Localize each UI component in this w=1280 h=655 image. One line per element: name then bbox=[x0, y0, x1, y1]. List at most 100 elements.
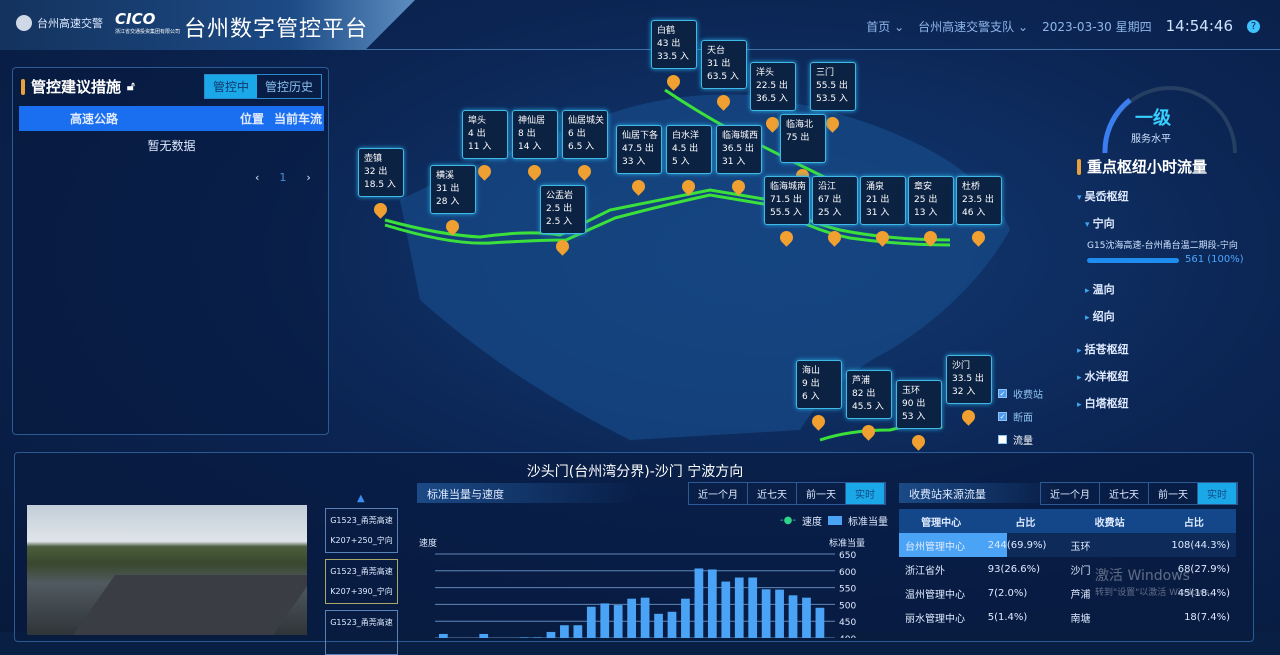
camera-video[interactable] bbox=[27, 505, 307, 635]
station-tag[interactable]: 神仙居 8 出 14 入 bbox=[512, 110, 558, 159]
range-realtime[interactable]: 实时 bbox=[1198, 483, 1237, 504]
nav-unit[interactable]: 台州高速交警支队 ⌄ bbox=[918, 19, 1029, 34]
station-tag[interactable]: 天台 31 出 63.5 入 bbox=[701, 40, 747, 89]
station-name: 沙门 bbox=[1070, 565, 1091, 577]
tab-active[interactable]: 管控中 bbox=[204, 75, 257, 98]
station-tag[interactable]: 临海城南 71.5 出 55.5 入 bbox=[764, 176, 810, 225]
station-tag[interactable]: 杜桥 23.5 出 46 入 bbox=[956, 176, 1002, 225]
table-header: 管理中心 占比 收费站 占比 bbox=[899, 509, 1236, 533]
service-level: 一级 bbox=[1135, 108, 1171, 129]
range-day[interactable]: 前一天 bbox=[797, 483, 846, 504]
volume-bar bbox=[734, 577, 744, 638]
station-tag[interactable]: 玉环 90 出 53 入 bbox=[896, 380, 942, 429]
station-tag[interactable]: 壶镇 32 出 18.5 入 bbox=[358, 148, 404, 197]
layer-flow[interactable]: 流量 bbox=[998, 432, 1043, 447]
station-out: 36.5 出 bbox=[722, 144, 754, 154]
table-row[interactable]: 浙江省外 93(26.6%) 沙门 68(27.9%) bbox=[899, 557, 1236, 581]
station-tag[interactable]: 三门 55.5 出 53.5 入 bbox=[810, 62, 856, 111]
station-tag[interactable]: 临海北 75 出 bbox=[780, 114, 826, 163]
y-left-label: 速度 bbox=[419, 539, 438, 549]
volume-bar bbox=[613, 605, 623, 638]
station-tag[interactable]: 横溪 31 出 28 入 bbox=[430, 165, 476, 214]
station-out: 47.5 出 bbox=[622, 144, 654, 154]
volume-bar bbox=[775, 589, 784, 638]
station-name: 玉环 bbox=[902, 386, 921, 396]
prev-page[interactable]: ‹ bbox=[255, 171, 260, 184]
station-tag[interactable]: 白水洋 4.5 出 5 入 bbox=[666, 125, 712, 174]
station-tag[interactable]: 沿江 67 出 25 入 bbox=[812, 176, 858, 225]
range-month[interactable]: 近一个月 bbox=[689, 483, 748, 504]
volume-bar bbox=[519, 637, 529, 638]
range-month[interactable]: 近一个月 bbox=[1041, 483, 1100, 504]
range-week[interactable]: 近七天 bbox=[748, 483, 797, 504]
volume-bar bbox=[533, 637, 542, 638]
station-name: 沿江 bbox=[818, 182, 837, 192]
station-in: 36.5 入 bbox=[756, 94, 788, 104]
table-row[interactable]: 温州管理中心 7(2.0%) 芦浦 45(18.4%) bbox=[899, 581, 1236, 605]
tree-hub-wuao[interactable]: 吴岙枢纽 bbox=[1077, 188, 1129, 204]
station-name: 南塘 bbox=[1070, 613, 1091, 625]
station-tag[interactable]: 洋头 22.5 出 36.5 入 bbox=[750, 62, 796, 111]
station-in: 31 入 bbox=[866, 208, 890, 218]
station-in: 11 入 bbox=[468, 142, 492, 152]
y-tick-label: 500 bbox=[839, 601, 856, 611]
volume-bar bbox=[748, 577, 758, 638]
station-tag[interactable]: 仙居城关 6 出 6.5 入 bbox=[562, 110, 608, 159]
station-name: 章安 bbox=[914, 182, 933, 192]
next-page[interactable]: › bbox=[306, 171, 311, 184]
layer-section[interactable]: ✓ 断面 bbox=[998, 412, 1033, 424]
help-icon[interactable]: ? bbox=[1247, 19, 1260, 33]
date: 2023-03-30 星期四 bbox=[1042, 19, 1152, 34]
range-realtime[interactable]: 实时 bbox=[846, 483, 885, 504]
tab-history[interactable]: 管控历史 bbox=[264, 80, 313, 94]
camera-item[interactable]: G1523_甬莞高速 bbox=[325, 610, 398, 655]
station-tag[interactable]: 海山 9 出 6 入 bbox=[796, 360, 842, 409]
station-share: 18(7.4%) bbox=[1184, 611, 1230, 623]
range-day[interactable]: 前一天 bbox=[1149, 483, 1198, 504]
station-tag[interactable]: 沙门 33.5 出 32 入 bbox=[946, 355, 992, 404]
unlock-icon[interactable]: 🔓︎ bbox=[127, 79, 135, 93]
layer-toll[interactable]: ✓ 收费站 bbox=[998, 389, 1043, 401]
volume-speed-chart: 650 600 550 500 450 400 bbox=[435, 551, 856, 638]
volume-legend-icon bbox=[827, 516, 842, 525]
table-row[interactable]: 丽水管理中心 5(1.4%) 南塘 18(7.4%) bbox=[899, 605, 1236, 629]
volume-bar bbox=[721, 581, 731, 638]
tree-dir-wen[interactable]: 温向 bbox=[1085, 281, 1115, 297]
police-logo: 台州高速交警 bbox=[16, 15, 103, 31]
station-in: 14 入 bbox=[518, 142, 542, 152]
station-tag[interactable]: 埠头 4 出 11 入 bbox=[462, 110, 508, 159]
scroll-up-icon[interactable]: ▲ bbox=[357, 493, 365, 504]
y-tick-label: 450 bbox=[839, 618, 856, 628]
station-tag[interactable]: 公盂岩 2.5 出 2.5 入 bbox=[540, 185, 586, 234]
tree-hub-kuocang[interactable]: 括苍枢纽 bbox=[1077, 341, 1129, 357]
section-title: 沙头门(台州湾分界)-沙门 宁波方向 bbox=[526, 464, 744, 480]
station-tag[interactable]: 仙居下各 47.5 出 33 入 bbox=[616, 125, 662, 174]
right-panel: 一级 服务水平 重点枢纽小时流量 吴岙枢纽 宁向 G15沈海高速-台州甬台温二期… bbox=[1075, 70, 1275, 440]
camera-item[interactable]: G1523_甬莞高速 K207+390_宁向 bbox=[325, 559, 398, 604]
center-name: 台州管理中心 bbox=[905, 541, 965, 553]
station-share: 68(27.9%) bbox=[1177, 563, 1230, 575]
table-row[interactable]: 台州管理中心 244(69.9%) 玉环 108(44.3%) bbox=[899, 533, 1236, 557]
station-tag[interactable]: 芦浦 82 出 45.5 入 bbox=[846, 370, 892, 419]
station-tag[interactable]: 白鹤 43 出 33.5 入 bbox=[651, 20, 697, 69]
station-in: 28 入 bbox=[436, 197, 460, 207]
header: 台州高速交警 CICO 浙江省交通投资集团有限公司 台州数字管控平台 首页 ⌄ 台… bbox=[0, 0, 1280, 50]
station-tag[interactable]: 章安 25 出 13 入 bbox=[908, 176, 954, 225]
range-week[interactable]: 近七天 bbox=[1100, 483, 1149, 504]
station-out: 4.5 出 bbox=[672, 144, 699, 154]
table-range-tabs: 近一个月 近七天 前一天 实时 bbox=[1040, 482, 1238, 505]
station-tag[interactable]: 涌泉 21 出 31 入 bbox=[860, 176, 906, 225]
volume-bar bbox=[600, 603, 610, 638]
nav-home[interactable]: 首页 ⌄ bbox=[866, 19, 905, 34]
station-out: 9 出 bbox=[802, 379, 820, 389]
page-number[interactable]: 1 bbox=[279, 171, 287, 184]
flow-progress-bar bbox=[1087, 258, 1179, 263]
station-tag[interactable]: 临海城西 36.5 出 31 入 bbox=[716, 125, 762, 174]
tree-dir-shao[interactable]: 绍向 bbox=[1085, 308, 1115, 324]
tree-dir-ning[interactable]: 宁向 bbox=[1085, 215, 1115, 231]
tree-hub-baita[interactable]: 白塔枢纽 bbox=[1077, 395, 1129, 411]
volume-bar bbox=[586, 606, 596, 638]
camera-item[interactable]: G1523_甬莞高速 K207+250_宁向 bbox=[325, 508, 398, 553]
tree-hub-shuiyang[interactable]: 水洋枢纽 bbox=[1077, 368, 1129, 384]
pagination: ‹ 1 › bbox=[255, 171, 311, 184]
